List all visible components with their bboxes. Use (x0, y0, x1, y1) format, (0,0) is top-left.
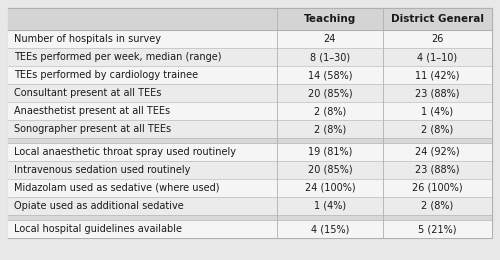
Bar (8, 120, 492, 138)
Text: 2 (8%): 2 (8%) (314, 124, 346, 134)
Text: District General: District General (391, 14, 484, 24)
Text: 26: 26 (432, 34, 444, 44)
Text: Intravenous sedation used routinely: Intravenous sedation used routinely (14, 165, 190, 175)
Text: Midazolam used as sedative (where used): Midazolam used as sedative (where used) (14, 183, 220, 193)
Text: 24 (92%): 24 (92%) (415, 147, 460, 157)
Bar (8, 161, 492, 179)
Text: Consultant present at all TEEs: Consultant present at all TEEs (14, 88, 162, 98)
Text: 23 (88%): 23 (88%) (416, 165, 460, 175)
Text: 24 (100%): 24 (100%) (304, 183, 355, 193)
Text: 20 (85%): 20 (85%) (308, 88, 352, 98)
Text: 2 (8%): 2 (8%) (422, 201, 454, 211)
Bar (8, 84, 492, 102)
Text: 1 (4%): 1 (4%) (422, 106, 454, 116)
Text: Number of hospitals in survey: Number of hospitals in survey (14, 34, 161, 44)
Text: 2 (8%): 2 (8%) (422, 124, 454, 134)
Text: 8 (1–30): 8 (1–30) (310, 52, 350, 62)
Bar (8, 215, 492, 220)
Text: 20 (85%): 20 (85%) (308, 165, 352, 175)
Text: Opiate used as additional sedative: Opiate used as additional sedative (14, 201, 184, 211)
Text: Local hospital guidelines available: Local hospital guidelines available (14, 224, 182, 234)
Bar (8, 8, 492, 30)
Bar (8, 30, 492, 48)
Bar (8, 66, 492, 84)
Text: 19 (81%): 19 (81%) (308, 147, 352, 157)
Bar (8, 8, 492, 238)
Bar (8, 48, 492, 66)
Text: 14 (58%): 14 (58%) (308, 70, 352, 80)
Text: 11 (42%): 11 (42%) (416, 70, 460, 80)
Text: 24: 24 (324, 34, 336, 44)
Text: 5 (21%): 5 (21%) (418, 224, 457, 234)
Text: 26 (100%): 26 (100%) (412, 183, 463, 193)
Bar (8, 102, 492, 120)
Text: 2 (8%): 2 (8%) (314, 106, 346, 116)
Text: Teaching: Teaching (304, 14, 356, 24)
Bar (8, 179, 492, 197)
Bar (8, 143, 492, 161)
Text: 1 (4%): 1 (4%) (314, 201, 346, 211)
Bar (8, 138, 492, 143)
Text: Local anaesthetic throat spray used routinely: Local anaesthetic throat spray used rout… (14, 147, 236, 157)
Text: Anaesthetist present at all TEEs: Anaesthetist present at all TEEs (14, 106, 170, 116)
Text: Sonographer present at all TEEs: Sonographer present at all TEEs (14, 124, 171, 134)
Text: TEEs performed by cardiology trainee: TEEs performed by cardiology trainee (14, 70, 198, 80)
Bar (8, 220, 492, 238)
Text: 23 (88%): 23 (88%) (416, 88, 460, 98)
Text: 4 (15%): 4 (15%) (310, 224, 349, 234)
Text: TEEs performed per week, median (range): TEEs performed per week, median (range) (14, 52, 222, 62)
Text: 4 (1–10): 4 (1–10) (418, 52, 458, 62)
Bar (8, 197, 492, 215)
